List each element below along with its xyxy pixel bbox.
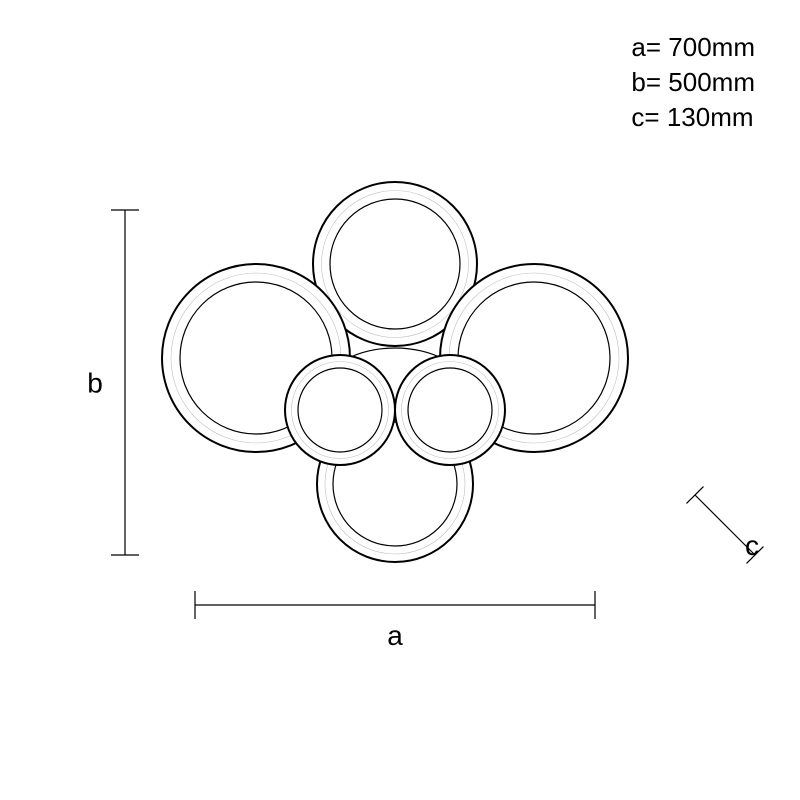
legend-a: a= 700mm	[631, 30, 755, 65]
legend-c: c= 130mm	[631, 100, 755, 135]
label-a: a	[387, 620, 403, 651]
dimension-a: a	[195, 591, 595, 651]
legend-b: b= 500mm	[631, 65, 755, 100]
dimension-c: c	[687, 487, 764, 564]
dimension-b: b	[87, 210, 139, 555]
dimension-legend: a= 700mm b= 500mm c= 130mm	[631, 30, 755, 135]
label-c: c	[745, 530, 759, 561]
ring-5	[395, 355, 505, 465]
ring-4	[285, 355, 395, 465]
label-b: b	[87, 368, 103, 399]
